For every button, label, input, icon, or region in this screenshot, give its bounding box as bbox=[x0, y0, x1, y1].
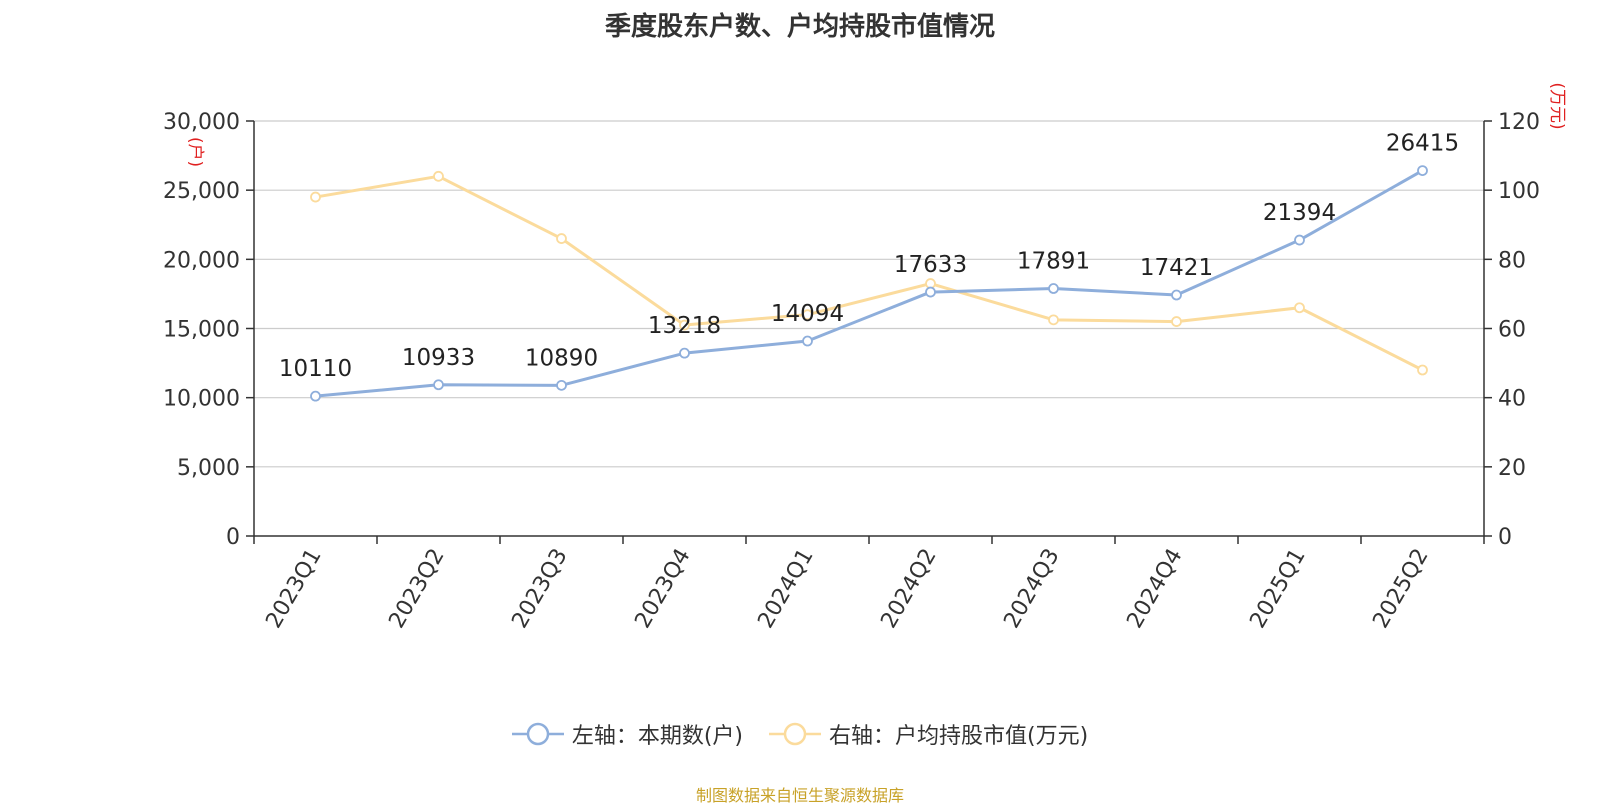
data-point bbox=[556, 233, 567, 244]
data-label: 21394 bbox=[1263, 200, 1336, 226]
left-axis-tick-label: 15,000 bbox=[163, 318, 240, 343]
x-axis-category-label: 2023Q3 bbox=[507, 545, 572, 633]
data-point bbox=[433, 170, 444, 182]
legend-item-series1[interactable]: 左轴：本期数(户) bbox=[511, 718, 743, 750]
legend-line-circle-icon bbox=[769, 722, 821, 746]
data-label: 17891 bbox=[1017, 249, 1090, 275]
data-label: 17633 bbox=[894, 252, 967, 278]
legend: 左轴：本期数(户) 右轴：户均持股市值(万元) bbox=[0, 718, 1600, 750]
data-label: 10890 bbox=[525, 345, 598, 371]
series-line-1 bbox=[315, 169, 1424, 398]
x-axis-category-label: 2024Q1 bbox=[753, 545, 818, 633]
x-axis-category-label: 2024Q3 bbox=[999, 545, 1064, 633]
left-axis-unit: (户) bbox=[185, 137, 205, 167]
x-axis-category-label: 2025Q2 bbox=[1368, 545, 1433, 633]
right-axis-tick-label: 20 bbox=[1498, 456, 1526, 481]
series-line-2 bbox=[315, 174, 1424, 372]
source-note: 制图数据来自恒生聚源数据库 bbox=[695, 786, 904, 805]
right-axis-tick-label: 60 bbox=[1498, 318, 1526, 343]
data-point bbox=[1417, 364, 1428, 376]
data-point bbox=[802, 309, 813, 321]
legend-label-series2: 右轴：户均持股市值(万元) bbox=[829, 724, 1089, 749]
data-label: 26415 bbox=[1386, 131, 1459, 157]
right-axis-unit: (万元) bbox=[1547, 82, 1567, 129]
legend-line-circle-icon bbox=[511, 722, 564, 746]
x-axis-category-label: 2024Q2 bbox=[876, 545, 941, 633]
data-label: 14094 bbox=[771, 301, 844, 327]
series-lines bbox=[310, 165, 1428, 402]
right-axis-tick-label: 40 bbox=[1498, 387, 1526, 412]
x-axis-category-label: 2023Q1 bbox=[261, 545, 326, 633]
data-point bbox=[679, 347, 690, 359]
data-point bbox=[1417, 165, 1428, 176]
data-point bbox=[433, 379, 444, 391]
data-point bbox=[556, 379, 567, 391]
data-point bbox=[310, 390, 321, 402]
chart-title: 季度股东户数、户均持股市值情况 bbox=[604, 12, 995, 42]
left-axis-tick-label: 5,000 bbox=[177, 456, 240, 481]
right-axis-tick-label: 100 bbox=[1498, 179, 1540, 204]
data-point bbox=[1294, 234, 1305, 246]
left-axis-tick-label: 20,000 bbox=[163, 248, 240, 273]
data-point bbox=[1048, 283, 1059, 294]
left-axis-tick-label: 25,000 bbox=[163, 179, 240, 204]
data-point bbox=[310, 191, 321, 203]
data-point bbox=[802, 335, 813, 347]
data-label: 10933 bbox=[402, 345, 475, 371]
legend-item-series2[interactable]: 右轴：户均持股市值(万元) bbox=[769, 718, 1088, 750]
left-axis-tick-label: 30,000 bbox=[163, 110, 240, 135]
data-point bbox=[1171, 289, 1182, 301]
data-point bbox=[925, 286, 936, 298]
axes: 0 5,000 10,000 15,000 20,000 25,000 30,000 0 20 4… bbox=[163, 82, 1567, 632]
x-axis-category-label: 2023Q4 bbox=[630, 545, 695, 633]
line-chart: 0 5,000 10,000 15,000 20,000 25,000 30,000 0 20 4… bbox=[163, 82, 1567, 632]
data-label: 13218 bbox=[648, 313, 721, 339]
data-point bbox=[1294, 302, 1305, 314]
legend-label-series1: 左轴：本期数(户) bbox=[571, 724, 743, 749]
x-axis-category-label: 2024Q4 bbox=[1122, 545, 1187, 633]
right-axis-tick-label: 80 bbox=[1498, 248, 1526, 273]
data-point bbox=[1171, 316, 1182, 327]
left-axis-tick-label: 10,000 bbox=[163, 387, 240, 412]
data-point bbox=[1048, 314, 1059, 326]
gridlines bbox=[254, 120, 1484, 468]
data-point bbox=[679, 319, 690, 331]
left-axis-tick-label: 0 bbox=[226, 525, 240, 550]
data-label: 17421 bbox=[1140, 255, 1213, 281]
x-axis-category-label: 2025Q1 bbox=[1245, 545, 1310, 633]
right-axis-tick-label: 0 bbox=[1498, 525, 1512, 550]
data-labels: 10110 10933 10890 13218 14094 17633 17891 17421… bbox=[279, 131, 1459, 383]
data-label: 10110 bbox=[279, 356, 352, 382]
right-axis-tick-label: 120 bbox=[1498, 110, 1540, 135]
x-axis-category-label: 2023Q2 bbox=[384, 545, 449, 633]
